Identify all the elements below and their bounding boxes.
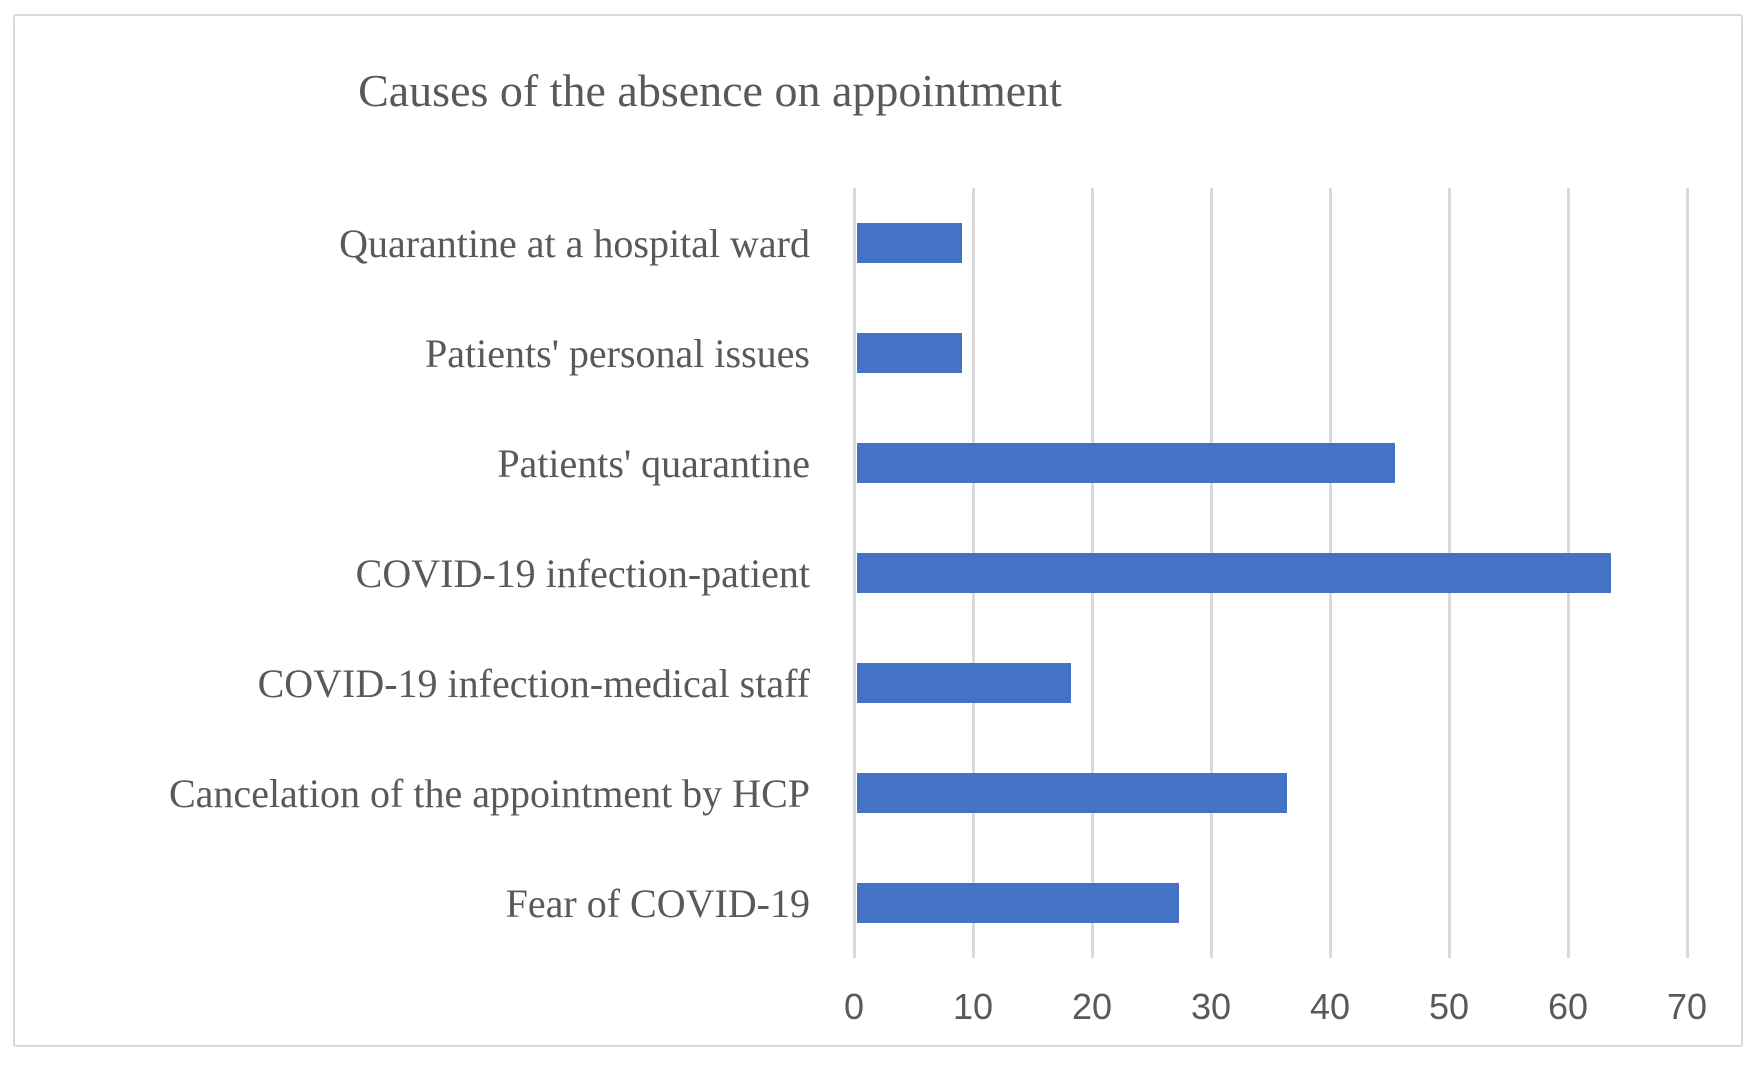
value-axis: 0 10 20 30 40 50 60 70	[844, 986, 1707, 1034]
x-tick-label-10: 10	[952, 986, 994, 1027]
x-tick-label-70: 70	[1666, 986, 1708, 1027]
gridline-0	[852, 188, 856, 958]
x-tick-label-60: 60	[1547, 986, 1589, 1027]
category-label-4: COVID-19 infection-medical staff	[257, 660, 810, 706]
bar-6	[857, 883, 1179, 923]
bar-0	[857, 223, 963, 263]
category-label-2: Patients' quarantine	[497, 440, 810, 486]
category-label-1: Patients' personal issues	[425, 330, 810, 376]
category-label-0: Quarantine at a hospital ward	[339, 220, 810, 266]
bar-4	[857, 663, 1071, 703]
category-label-5: Cancelation of the appointment by HCP	[169, 770, 810, 816]
x-tick-label-0: 0	[843, 986, 865, 1027]
chart-frame: Causes of the absence on appointment Qua…	[13, 14, 1743, 1047]
x-tick-label-40: 40	[1309, 986, 1351, 1027]
category-axis: Quarantine at a hospital ward Patients' p…	[15, 188, 810, 958]
category-label-6: Fear of COVID-19	[505, 880, 810, 926]
category-label-3: COVID-19 infection-patient	[355, 550, 810, 596]
x-tick-label-30: 30	[1190, 986, 1232, 1027]
bar-3	[857, 553, 1611, 593]
x-tick-label-20: 20	[1071, 986, 1113, 1027]
bar-1	[857, 333, 963, 373]
gridline-70	[1685, 188, 1689, 958]
bar-2	[857, 443, 1396, 483]
x-tick-label-50: 50	[1428, 986, 1470, 1027]
bar-5	[857, 773, 1288, 813]
plot-area	[852, 188, 1689, 958]
chart-title: Causes of the absence on appointment	[358, 65, 1062, 116]
